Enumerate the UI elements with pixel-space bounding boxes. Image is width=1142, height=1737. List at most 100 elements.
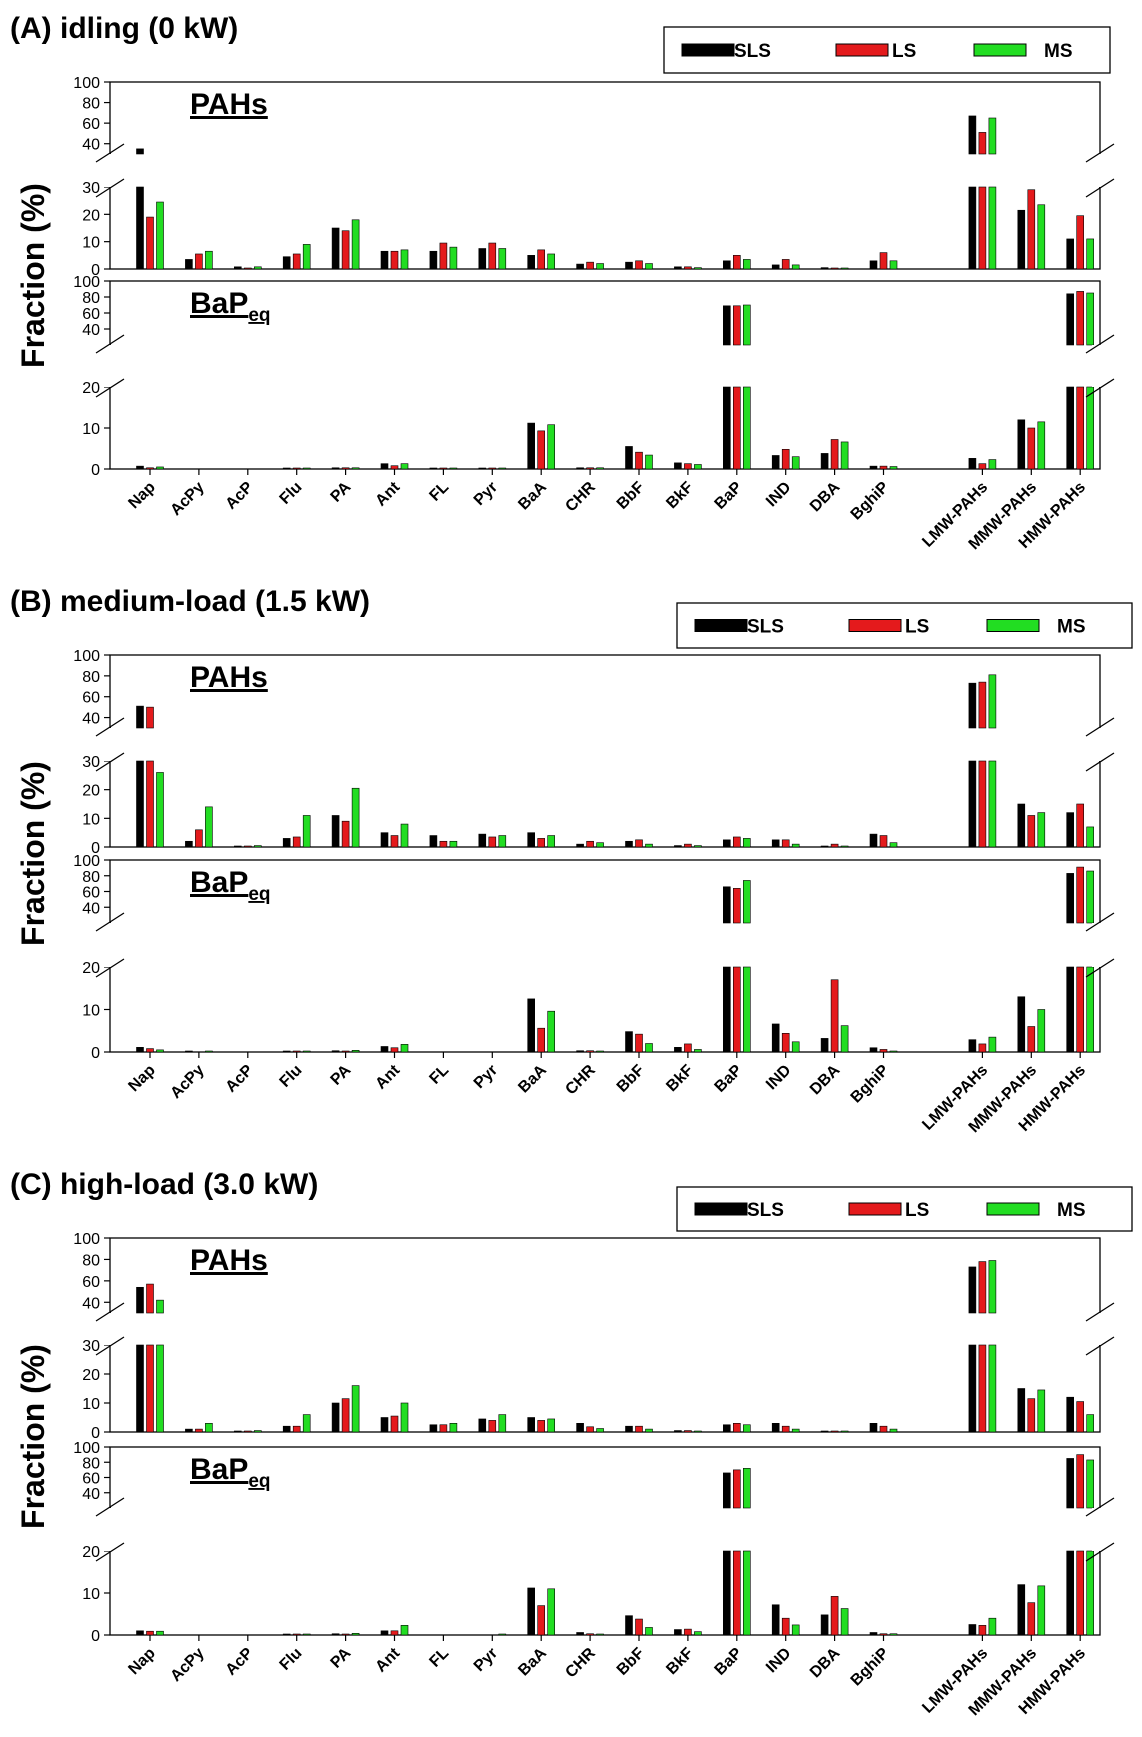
bar-ls-bkf [684,1628,692,1636]
bar-ls-nap [146,1630,154,1636]
bar-ms-lmw-pahs [988,186,997,270]
bar-sls-ant [380,463,389,470]
bar-ms-mmw-pahs [1037,812,1046,848]
bar-ls-flu [292,836,301,848]
bar-sls-nap [136,186,144,270]
legend-swatch-sls [681,43,735,57]
y-tick-label: 40 [82,137,100,154]
y-tick-label: 80 [82,96,100,113]
bar-sls-ind [771,1604,780,1636]
bar-ms-flu [302,815,311,848]
bar-sls-dba [820,267,829,270]
bar-ms-bkf [694,464,702,470]
bar-sls-chr [576,1632,584,1636]
axis-break-gap [1092,728,1108,761]
bar-ms-bkf [694,845,702,848]
bar-ms-acp [254,845,262,848]
axis-break-slash [1085,178,1115,198]
bar-ls-fl [439,467,448,470]
y-tick-label: 100 [73,274,100,291]
bar-ms-dba [840,1025,849,1053]
bar-ms-mmw-pahs [1037,1389,1046,1433]
legend-label-ms: MS [1044,41,1073,62]
axis-break-gap [102,345,118,387]
bar-ls-mmw-pahs [1027,189,1036,270]
chart-title: (C) high-load (3.0 kW) [10,1168,318,1201]
y-tick-label: 10 [82,1396,100,1413]
bar-sls-hmw-pahs [1066,386,1074,470]
bar-sls-pa [331,1633,340,1636]
x-tick-label-bkf: BkF [663,479,697,513]
legend-label-sls: SLS [747,617,784,638]
bar-ms-ind [791,843,800,848]
x-tick-label-bap: BaP [712,1062,746,1096]
bar-ms-hmw-pahs [1086,826,1094,848]
bar-sls-nap [136,1047,144,1053]
panel-frame-lower [109,966,1101,1053]
bar-ls-acp [244,267,252,270]
bar-ls-ind [781,1425,790,1433]
bar-ls-dba [830,1596,839,1636]
legend: SLS LS MS [663,26,1111,74]
x-tick-label-ant: Ant [372,1061,403,1092]
x-tick-label-pyr: Pyr [471,479,501,509]
chart-block-2: (C) high-load (3.0 kW) SLS LS MS Fraction (%… [10,1168,1133,1719]
bar-ms-dba [840,1430,849,1433]
legend-swatch-ms [973,43,1027,57]
y-tick-label: 60 [82,1471,100,1488]
bar-ms-pa [351,219,360,270]
bar-ms-hmw-pahs [1086,1550,1094,1636]
bar-ls-bbf [635,1033,643,1053]
panel-pahs: 40 60 80 100 0 10 20 30 PAHs [73,75,1115,279]
bar-ls-pa [341,820,350,848]
bar-ls-ant [390,835,399,848]
bar-sls-flu [282,838,291,848]
bar-ms-flu [302,1050,311,1053]
bar-ls-dba [830,843,839,848]
bar-ms-chr [596,1050,604,1053]
y-axis-label: Fraction (%) [15,183,51,368]
bar-ls-bghip [879,835,888,848]
bar-ls-flu [292,1050,301,1053]
bar-ls-bghip [879,1049,888,1053]
bar-ms-pyr [498,1633,507,1636]
x-tick-label-dba: DBA [807,478,844,515]
bar-ms-bbf [645,843,653,848]
bar-ls-ind [781,839,790,848]
bar-ls-bap-upper [732,888,741,924]
bar-sls-hmw-pahs [1066,1550,1074,1636]
x-tick-label-bbf: BbF [614,479,648,513]
x-tick-label-bghip: BghiP [848,1062,893,1107]
axis-break-slash [95,334,125,354]
axis-break-slash [95,912,125,932]
bar-ls-ant [390,1415,399,1433]
panel-label: BaPeq [190,1453,271,1492]
bar-ms-bap [742,966,751,1053]
bar-ms-acpy [205,1423,213,1433]
bar-sls-fl [429,1424,438,1433]
bar-ls-fl [439,242,448,270]
y-tick-label: 80 [82,1252,100,1269]
axis-break-slash [95,143,125,163]
bar-ms-nap [156,1630,164,1636]
bar-sls-hmw-pahs [1066,238,1074,270]
y-tick-label: 100 [73,75,100,92]
bar-ls-bghip [879,252,888,270]
bar-sls-nap [136,1344,144,1433]
bar-ms-baa [547,835,556,848]
bar-sls-pa [331,227,340,270]
bar-sls-bkf [674,1629,682,1636]
bar-sls-acp [234,845,242,848]
bar-ls-nap [146,216,154,270]
x-tick-label-bbf: BbF [614,1062,648,1096]
bar-ms-bap-upper [742,880,751,924]
bar-ls-bap [732,255,741,270]
bar-ms-baa [547,1010,556,1053]
legend-label-ls: LS [892,41,916,62]
bar-ms-bkf [694,1049,702,1053]
legend-label-ls: LS [905,1200,929,1221]
bar-sls-flu [282,467,291,470]
y-tick-label: 20 [82,783,100,800]
